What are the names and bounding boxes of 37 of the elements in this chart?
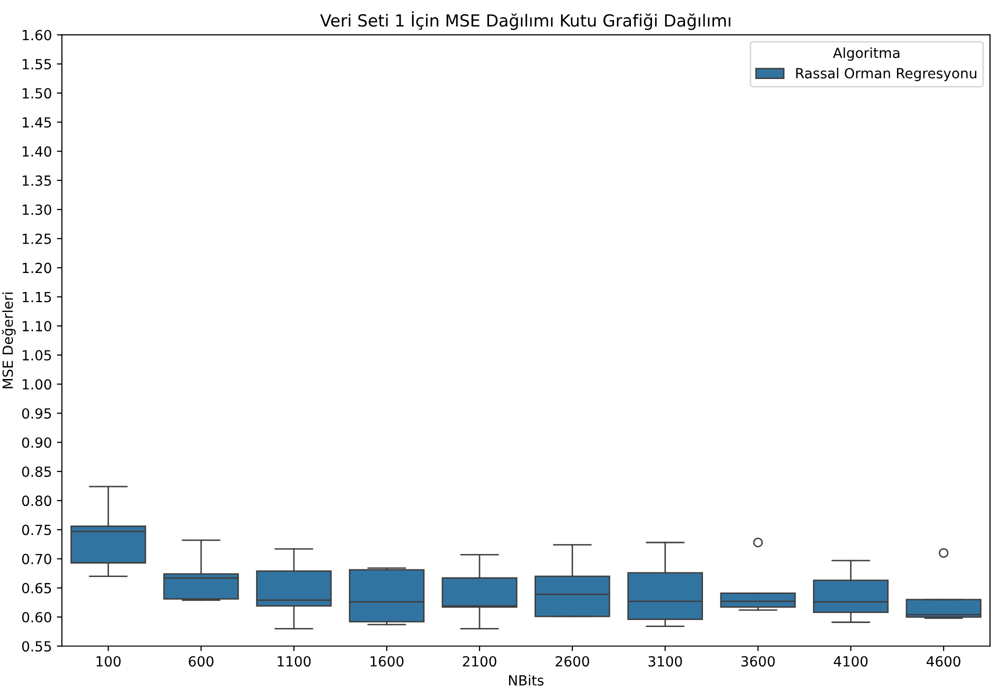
y-tick-label: 0.70	[22, 554, 52, 564]
y-tick-label: 1.35	[22, 175, 51, 186]
y-tick-label: 0.90	[22, 437, 52, 448]
y-tick-label: 1.15	[22, 292, 51, 302]
x-axis-title: NBits	[509, 674, 544, 686]
y-tick-label: 1.40	[22, 146, 52, 157]
y-tick-label: 0.80	[22, 496, 52, 506]
chart-title: Veri Seti 1 İçin MSE Dağılımı Kutu Grafiği Dağılımı	[320, 11, 730, 30]
y-tick-label: 0.60	[22, 612, 52, 622]
y-axis-title: MSE Değerleri	[2, 292, 16, 388]
y-tick-label: 1.45	[22, 117, 51, 128]
x-tick-label: 2600	[556, 656, 590, 667]
x-tick-label: 3600	[741, 656, 775, 667]
x-tick-label: 600	[188, 656, 214, 667]
y-tick-label: 0.95	[22, 408, 51, 419]
y-tick-label: 1.00	[22, 379, 52, 390]
y-tick-label: 0.85	[22, 466, 51, 477]
y-tick-label: 1.10	[22, 320, 52, 332]
y-tick-label: 1.50	[22, 88, 52, 99]
y-tick-label: 1.55	[22, 59, 51, 70]
x-tick-label: 4600	[926, 656, 960, 667]
legend-title: Algoritma	[832, 47, 900, 61]
y-tick-label: 0.65	[22, 582, 51, 594]
x-tick-label: 4100	[834, 656, 868, 667]
x-tick-label: 1600	[370, 656, 404, 667]
x-tick-label: 2100	[462, 656, 496, 667]
y-tick-label: 0.55	[22, 641, 51, 652]
y-tick-label: 1.05	[22, 350, 51, 361]
y-tick-label: 1.30	[22, 204, 52, 215]
x-tick-label: 1100	[278, 656, 311, 667]
x-tick-label: 100	[96, 656, 121, 667]
y-tick-label: 0.75	[22, 524, 51, 536]
y-tick-label: 1.25	[22, 234, 51, 244]
legend-label: Rassal Orman Regresyonu	[796, 68, 976, 82]
y-tick-label: 1.60	[22, 30, 52, 40]
y-tick-label: 1.20	[22, 262, 52, 274]
x-tick-label: 3100	[648, 656, 682, 667]
